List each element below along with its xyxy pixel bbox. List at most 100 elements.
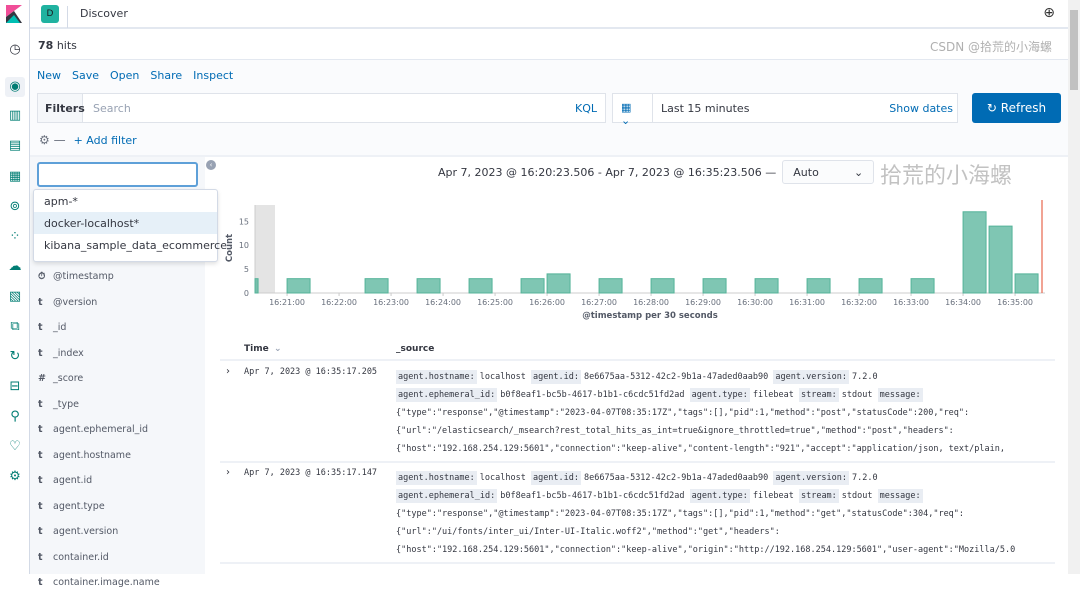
- share-link[interactable]: Share: [150, 69, 183, 82]
- inspect-link[interactable]: Inspect: [193, 69, 234, 82]
- filter-settings-gear-icon[interactable]: ⚙ —: [39, 133, 66, 147]
- x-axis-title: @timestamp per 30 seconds: [582, 311, 718, 321]
- source-key: message:: [877, 489, 923, 503]
- add-filter-link[interactable]: + Add filter: [73, 134, 137, 147]
- field-name: container.id: [53, 551, 109, 563]
- quick-menu-calendar-icon[interactable]: ▦ ⌄: [613, 94, 653, 127]
- field-type-icon: t: [38, 449, 43, 461]
- siem-lock-icon[interactable]: ⊟: [9, 379, 21, 394]
- source-value: stdout: [841, 491, 873, 501]
- histogram-bar[interactable]: [650, 278, 675, 294]
- field-item[interactable]: t container.id: [30, 545, 205, 571]
- index-option-docker-localhost[interactable]: docker-localhost*: [34, 212, 217, 234]
- histogram-bar[interactable]: [702, 278, 727, 294]
- kibana-logo[interactable]: [6, 5, 22, 23]
- source-key: message:: [877, 388, 923, 402]
- uptime-icon[interactable]: ↻: [9, 349, 21, 364]
- histogram-bar[interactable]: [286, 278, 311, 294]
- field-type-icon: t: [38, 551, 43, 563]
- field-name: @timestamp: [53, 271, 114, 283]
- column-source: _source: [396, 344, 435, 354]
- field-item[interactable]: t _id: [30, 315, 205, 341]
- sort-icon[interactable]: ⌄: [274, 344, 282, 354]
- field-item[interactable]: ⏱ @timestamp: [30, 264, 205, 290]
- field-item[interactable]: t _type: [30, 392, 205, 418]
- field-item[interactable]: t agent.type: [30, 494, 205, 520]
- x-tick-label: 16:21:00: [269, 298, 305, 307]
- field-type-icon: ⏱: [38, 271, 46, 283]
- field-item[interactable]: t agent.id: [30, 468, 205, 494]
- discover-compass-icon[interactable]: ◉: [5, 77, 25, 97]
- field-item[interactable]: t @version: [30, 290, 205, 316]
- index-pattern-search-input[interactable]: [37, 162, 198, 187]
- logs-icon[interactable]: ▧: [8, 289, 22, 304]
- help-lifebuoy-icon[interactable]: ⊕: [1043, 5, 1055, 21]
- management-gear-icon[interactable]: ⚙: [9, 469, 21, 484]
- show-dates-link[interactable]: Show dates: [889, 102, 953, 115]
- recent-clock-icon[interactable]: ◷: [9, 42, 21, 57]
- histogram-bar[interactable]: [858, 278, 883, 294]
- histogram-bar[interactable]: [364, 278, 389, 294]
- source-key: agent.hostname:: [396, 370, 477, 384]
- search-input[interactable]: Search: [93, 102, 131, 115]
- field-type-icon: t: [38, 296, 43, 308]
- dashboard-icon[interactable]: ▤: [8, 138, 22, 153]
- dev-tools-icon[interactable]: ⚲: [10, 409, 20, 424]
- histogram-bar[interactable]: [910, 278, 935, 294]
- histogram-bar[interactable]: [962, 211, 987, 294]
- source-value: b0f8eaf1-bc5b-4617-b1b1-c6cdc51fd2ad: [500, 491, 685, 501]
- refresh-button[interactable]: ↻ Refresh: [972, 93, 1061, 123]
- infrastructure-icon[interactable]: ☁: [8, 259, 22, 274]
- field-item[interactable]: t agent.ephemeral_id: [30, 417, 205, 443]
- expand-row-icon[interactable]: ›: [226, 467, 230, 478]
- histogram-bar[interactable]: [754, 278, 779, 294]
- scrollbar-thumb[interactable]: [1070, 10, 1078, 90]
- table-row: › Apr 7, 2023 @ 16:35:17.147 agent.hostnam…: [220, 463, 1055, 564]
- visualize-icon[interactable]: ▥: [8, 108, 22, 123]
- time-range-text: Apr 7, 2023 @ 16:20:23.506 - Apr 7, 2023…: [438, 165, 777, 179]
- apm-icon[interactable]: ⧉: [10, 319, 20, 334]
- field-item[interactable]: t agent.version: [30, 519, 205, 545]
- field-item[interactable]: t _index: [30, 341, 205, 367]
- page-scrollbar[interactable]: [1068, 0, 1080, 574]
- row-time: Apr 7, 2023 @ 16:35:17.147: [244, 468, 378, 478]
- index-option-apm[interactable]: apm-*: [44, 195, 78, 208]
- histogram-bar[interactable]: [254, 278, 259, 294]
- column-time[interactable]: Time: [244, 344, 269, 354]
- open-link[interactable]: Open: [110, 69, 140, 82]
- histogram-bar[interactable]: [1014, 273, 1039, 294]
- expand-row-icon[interactable]: ›: [226, 366, 230, 377]
- maps-icon[interactable]: ⊚: [9, 199, 21, 214]
- canvas-icon[interactable]: ▦: [8, 169, 22, 184]
- kql-toggle[interactable]: KQL: [575, 102, 597, 115]
- out-of-range-shade: [255, 205, 275, 293]
- space-avatar[interactable]: D: [41, 5, 59, 23]
- monitoring-heart-icon[interactable]: ♡: [9, 439, 21, 454]
- field-item[interactable]: t agent.hostname: [30, 443, 205, 469]
- field-name: agent.type: [53, 500, 105, 512]
- histogram-bar[interactable]: [520, 278, 545, 294]
- source-key: agent.type:: [689, 388, 750, 402]
- index-option-kibana-sample-ecommerce[interactable]: kibana_sample_data_ecommerce: [44, 239, 227, 252]
- histogram-bar[interactable]: [598, 278, 623, 294]
- histogram-chart[interactable]: 0 5 10 15 16:21:00 16:22:00 16:23:00 16:24:00 16…: [220, 195, 1055, 325]
- save-link[interactable]: Save: [72, 69, 100, 82]
- new-link[interactable]: New: [37, 69, 61, 82]
- date-range[interactable]: Last 15 minutes: [661, 102, 750, 115]
- field-item[interactable]: # _score: [30, 366, 205, 392]
- histogram-bar[interactable]: [416, 278, 441, 294]
- source-value: localhost: [479, 473, 526, 483]
- filters-button[interactable]: Filters: [38, 94, 85, 122]
- field-name: _index: [53, 347, 84, 359]
- field-name: agent.hostname: [53, 449, 131, 461]
- x-tick-label: 16:25:00: [477, 298, 513, 307]
- histogram-bar[interactable]: [468, 278, 493, 294]
- histogram-bar[interactable]: [546, 273, 571, 294]
- x-tick-label: 16:24:00: [425, 298, 461, 307]
- ml-icon[interactable]: ⁘: [9, 229, 21, 244]
- collapse-sidebar-icon[interactable]: ‹: [206, 160, 216, 170]
- interval-select[interactable]: Auto ⌄: [782, 160, 875, 184]
- x-tick-label: 16:35:00: [997, 298, 1033, 307]
- histogram-bar[interactable]: [806, 278, 831, 294]
- histogram-bar[interactable]: [988, 225, 1013, 294]
